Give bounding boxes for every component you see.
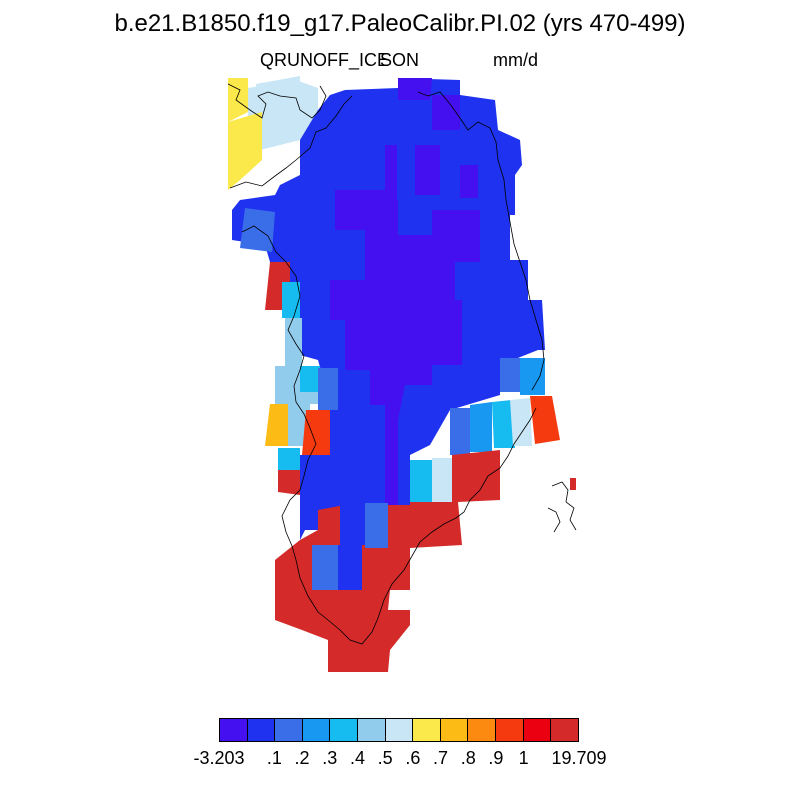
grid-cell [228, 78, 248, 122]
season-label: SON [380, 50, 420, 70]
colorbar [219, 718, 579, 742]
runoff-cells [228, 76, 576, 672]
grid-cell [240, 208, 275, 252]
grid-cell [338, 545, 362, 590]
grid-cell [300, 366, 320, 392]
grid-cell [492, 400, 515, 448]
colorbar-tick-label: .4 [349, 748, 365, 768]
grid-cell [520, 358, 545, 395]
colorbar-tick-label: 1 [518, 748, 529, 768]
colorbar-swatch [302, 719, 331, 741]
colorbar-tick-label: .9 [488, 748, 504, 768]
colorbar-tick-label: -3.203 [193, 748, 245, 768]
grid-cell [415, 145, 440, 195]
units-label: mm/d [493, 50, 538, 70]
grid-cell [365, 503, 388, 548]
figure-title: b.e21.B1850.f19_g17.PaleoCalibr.PI.02 (y… [114, 10, 686, 37]
colorbar-swatch [496, 719, 524, 741]
grid-cell [302, 410, 330, 455]
grid-cell [282, 282, 300, 318]
colorbar-swatch [440, 719, 469, 741]
grid-cell [398, 78, 432, 100]
grid-cell [318, 368, 338, 410]
colorbar-tick-label: .5 [377, 748, 393, 768]
colorbar-swatch [220, 719, 248, 741]
colorbar-tick-label: .7 [433, 748, 449, 768]
colorbar-swatch [330, 719, 359, 741]
grid-cell [340, 500, 365, 545]
grid-cell [312, 545, 338, 590]
grid-cell [410, 460, 432, 502]
grid-cell [285, 318, 302, 366]
colorbar-swatch [523, 719, 552, 741]
colorbar-tick-label: .8 [460, 748, 476, 768]
colorbar-swatch [468, 719, 497, 741]
grid-cell [345, 230, 365, 280]
grid-cell [330, 190, 480, 505]
grid-cell [385, 145, 397, 200]
colorbar-swatch [358, 719, 386, 741]
colorbar-swatch [247, 719, 276, 741]
coastline [227, 83, 577, 645]
grid-cell [248, 80, 318, 160]
colorbar-swatch [385, 719, 414, 741]
grid-cell [530, 396, 560, 444]
grid-cell [432, 95, 460, 130]
colorbar-tick-label: .3 [322, 748, 338, 768]
grid-cell [275, 450, 500, 672]
colorbar-tick-label: 19.709 [551, 748, 607, 768]
grid-cell [450, 408, 470, 455]
grid-cell [510, 398, 532, 446]
grid-cell [500, 358, 520, 392]
grid-cell [432, 458, 452, 502]
colorbar-swatch [275, 719, 303, 741]
colorbar-swatch [413, 719, 441, 741]
grid-cell [460, 165, 478, 198]
grid-cell [228, 112, 262, 190]
grid-cell [256, 76, 300, 100]
colorbar-tick-label: .1 [266, 748, 282, 768]
grid-cell [570, 478, 576, 490]
grid-cell [265, 404, 290, 446]
variable-label: QRUNOFF_ICE [260, 50, 390, 70]
colorbar-tick-label: .6 [405, 748, 421, 768]
colorbar-labels: -3.203 .1 .2 .3 .4 .5 .6 .7 .8 .9 1 19.709 [0, 748, 800, 772]
colorbar-tick-label: .2 [294, 748, 310, 768]
grid-cell [470, 402, 492, 452]
colorbar-swatch [551, 719, 578, 741]
